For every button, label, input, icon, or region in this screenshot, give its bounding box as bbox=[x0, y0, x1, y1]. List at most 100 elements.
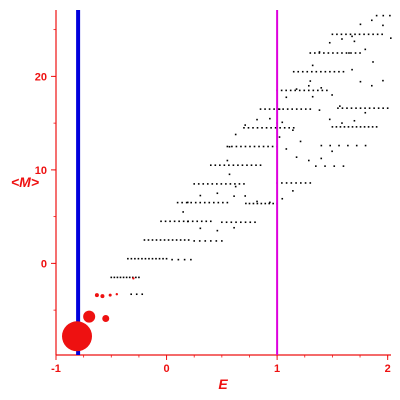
y-tick-label: 20 bbox=[35, 71, 47, 83]
data-point bbox=[324, 165, 326, 167]
data-point bbox=[315, 165, 317, 167]
data-point bbox=[280, 89, 283, 92]
data-point bbox=[162, 257, 164, 260]
data-point bbox=[203, 201, 206, 204]
red-marker bbox=[62, 321, 93, 352]
data-point bbox=[185, 201, 188, 204]
x-tick-label: -1 bbox=[51, 363, 61, 375]
data-point bbox=[197, 183, 200, 185]
data-point bbox=[371, 126, 374, 128]
data-point bbox=[279, 127, 281, 129]
data-point bbox=[355, 107, 357, 109]
data-point bbox=[230, 221, 233, 224]
data-point bbox=[228, 164, 230, 167]
data-point bbox=[320, 87, 323, 89]
red-marker bbox=[115, 293, 119, 296]
data-point bbox=[216, 192, 219, 195]
data-point bbox=[367, 126, 370, 128]
data-point bbox=[221, 221, 223, 224]
data-point bbox=[285, 182, 288, 184]
data-point bbox=[364, 48, 367, 51]
data-point bbox=[173, 220, 176, 223]
data-point bbox=[241, 164, 244, 167]
data-point bbox=[341, 38, 343, 40]
data-point bbox=[258, 145, 260, 148]
data-point bbox=[204, 240, 207, 242]
data-point bbox=[190, 258, 192, 261]
data-point bbox=[339, 126, 342, 128]
data-point bbox=[386, 107, 389, 109]
data-point bbox=[363, 126, 366, 128]
y-tick-label: 10 bbox=[35, 165, 47, 177]
data-point bbox=[148, 257, 150, 260]
data-point bbox=[355, 144, 358, 147]
data-point bbox=[200, 220, 203, 223]
data-point bbox=[151, 257, 154, 260]
data-point bbox=[110, 276, 113, 279]
data-point bbox=[274, 127, 277, 129]
data-point bbox=[318, 51, 321, 53]
data-point bbox=[243, 127, 245, 129]
data-point bbox=[283, 127, 286, 129]
data-point bbox=[191, 220, 194, 223]
data-point bbox=[182, 211, 184, 213]
data-point bbox=[229, 183, 232, 185]
data-point bbox=[370, 19, 373, 22]
data-point bbox=[222, 201, 224, 204]
data-point bbox=[278, 108, 281, 111]
data-point bbox=[248, 202, 251, 205]
data-point bbox=[375, 126, 378, 128]
data-point bbox=[309, 52, 312, 54]
data-point bbox=[307, 89, 310, 92]
data-point bbox=[347, 126, 350, 128]
data-point bbox=[144, 257, 147, 260]
data-point bbox=[233, 195, 235, 197]
x-tick-label: 0 bbox=[163, 363, 169, 375]
data-point bbox=[359, 107, 362, 109]
data-point bbox=[217, 201, 220, 204]
data-point bbox=[264, 108, 266, 110]
data-point bbox=[190, 201, 192, 204]
data-point bbox=[328, 41, 331, 44]
data-point bbox=[331, 33, 334, 36]
data-point bbox=[216, 229, 219, 232]
data-point bbox=[286, 108, 289, 110]
data-point bbox=[250, 164, 253, 167]
data-point bbox=[320, 157, 323, 160]
data-point bbox=[202, 183, 205, 185]
data-point bbox=[235, 145, 238, 148]
data-point bbox=[235, 221, 237, 224]
data-point bbox=[245, 202, 247, 205]
data-point bbox=[165, 257, 168, 260]
data-point bbox=[333, 70, 336, 73]
y-tick-label: 0 bbox=[41, 258, 47, 270]
data-point bbox=[364, 111, 367, 114]
data-point bbox=[353, 40, 356, 43]
data-point bbox=[347, 144, 349, 147]
data-point bbox=[225, 221, 228, 224]
data-point bbox=[182, 220, 185, 223]
data-point bbox=[342, 70, 345, 73]
data-point bbox=[329, 70, 331, 73]
data-point bbox=[278, 136, 281, 138]
data-point bbox=[281, 182, 283, 184]
data-point bbox=[199, 194, 202, 197]
data-point bbox=[179, 239, 182, 241]
data-point bbox=[355, 126, 358, 128]
data-point bbox=[281, 197, 284, 200]
data-point bbox=[345, 52, 348, 54]
data-point bbox=[239, 221, 242, 224]
data-point bbox=[176, 201, 179, 204]
data-point bbox=[359, 52, 361, 54]
data-point bbox=[298, 89, 301, 92]
data-point bbox=[308, 159, 310, 162]
data-point bbox=[135, 293, 138, 296]
data-point bbox=[137, 257, 140, 260]
data-point bbox=[237, 164, 239, 167]
data-point bbox=[259, 164, 262, 167]
data-point bbox=[246, 164, 248, 167]
data-point bbox=[314, 52, 316, 54]
data-point bbox=[300, 108, 303, 110]
data-point bbox=[301, 70, 304, 73]
data-point bbox=[155, 239, 158, 241]
